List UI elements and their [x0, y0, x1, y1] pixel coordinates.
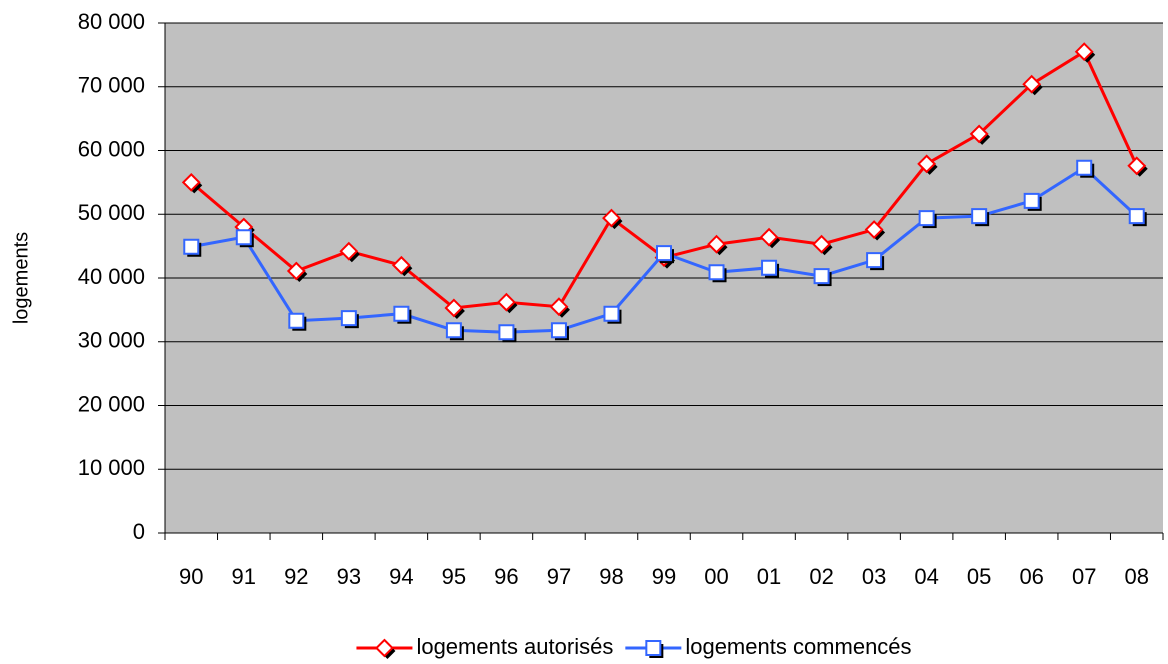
x-tick-label: 94 — [389, 564, 413, 589]
data-point — [866, 252, 883, 269]
data-point — [971, 208, 988, 225]
data-point — [288, 312, 305, 329]
data-point — [497, 292, 516, 312]
data-point — [917, 154, 937, 174]
data-point — [707, 234, 726, 254]
y-axis-label: logements — [10, 232, 32, 324]
data-point — [759, 227, 779, 247]
y-tick-label: 10 000 — [78, 455, 145, 480]
data-point — [813, 268, 830, 285]
data-point — [864, 220, 884, 239]
y-tick-label: 80 000 — [78, 9, 145, 34]
data-point — [286, 261, 306, 281]
x-tick-label: 01 — [757, 564, 781, 589]
data-point — [550, 322, 567, 339]
legend-item: logements commencés — [625, 634, 912, 659]
data-point — [656, 245, 672, 262]
x-tick-label: 90 — [179, 564, 203, 589]
data-point — [1074, 42, 1094, 62]
data-point — [393, 305, 410, 322]
data-point — [181, 172, 201, 192]
data-point — [1127, 156, 1147, 176]
x-tick-label: 93 — [337, 564, 361, 589]
data-point — [339, 241, 359, 261]
x-tick-label: 03 — [862, 564, 886, 589]
y-tick-label: 30 000 — [78, 328, 145, 353]
y-tick-label: 20 000 — [78, 391, 145, 416]
x-tick-label: 08 — [1124, 564, 1148, 589]
data-point — [340, 310, 357, 327]
legend-label: logements commencés — [685, 634, 911, 659]
data-point — [498, 324, 515, 341]
y-tick-label: 40 000 — [78, 264, 145, 289]
x-tick-label: 96 — [494, 564, 518, 589]
legend-item: logements autorisés — [356, 634, 613, 659]
y-tick-label: 70 000 — [78, 73, 145, 98]
data-point — [969, 124, 989, 144]
x-tick-label: 02 — [809, 564, 833, 589]
x-tick-label: 04 — [914, 564, 938, 589]
x-tick-label: 00 — [704, 564, 728, 589]
legend-label: logements autorisés — [416, 634, 613, 659]
x-tick-label: 07 — [1072, 564, 1096, 589]
x-tick-label: 05 — [967, 564, 991, 589]
data-point — [549, 297, 569, 317]
y-tick-label: 0 — [133, 519, 145, 544]
data-point — [1022, 74, 1042, 94]
x-tick-label: 97 — [547, 564, 571, 589]
data-point — [708, 264, 725, 281]
data-point — [445, 322, 462, 339]
data-point — [812, 234, 831, 254]
data-point — [444, 298, 464, 318]
y-tick-label: 60 000 — [78, 136, 145, 161]
x-tick-label: 92 — [284, 564, 308, 589]
y-tick-label: 50 000 — [78, 200, 145, 225]
legend: logements autorisés logements commencés — [356, 634, 912, 659]
legend-marker — [375, 638, 394, 658]
x-tick-label: 98 — [599, 564, 623, 589]
data-point — [1076, 159, 1093, 176]
x-tick-label: 99 — [652, 564, 676, 589]
data-point — [235, 229, 252, 246]
x-tick-label: 06 — [1019, 564, 1043, 589]
data-point — [602, 208, 621, 228]
data-point — [183, 238, 200, 255]
x-tick-label: 91 — [232, 564, 256, 589]
data-point — [391, 255, 411, 275]
data-point — [1023, 192, 1040, 209]
legend-marker — [645, 640, 662, 656]
data-point — [1128, 208, 1145, 225]
data-point — [761, 259, 778, 276]
data-point — [918, 210, 935, 227]
data-point — [603, 305, 620, 322]
x-tick-label: 95 — [442, 564, 466, 589]
